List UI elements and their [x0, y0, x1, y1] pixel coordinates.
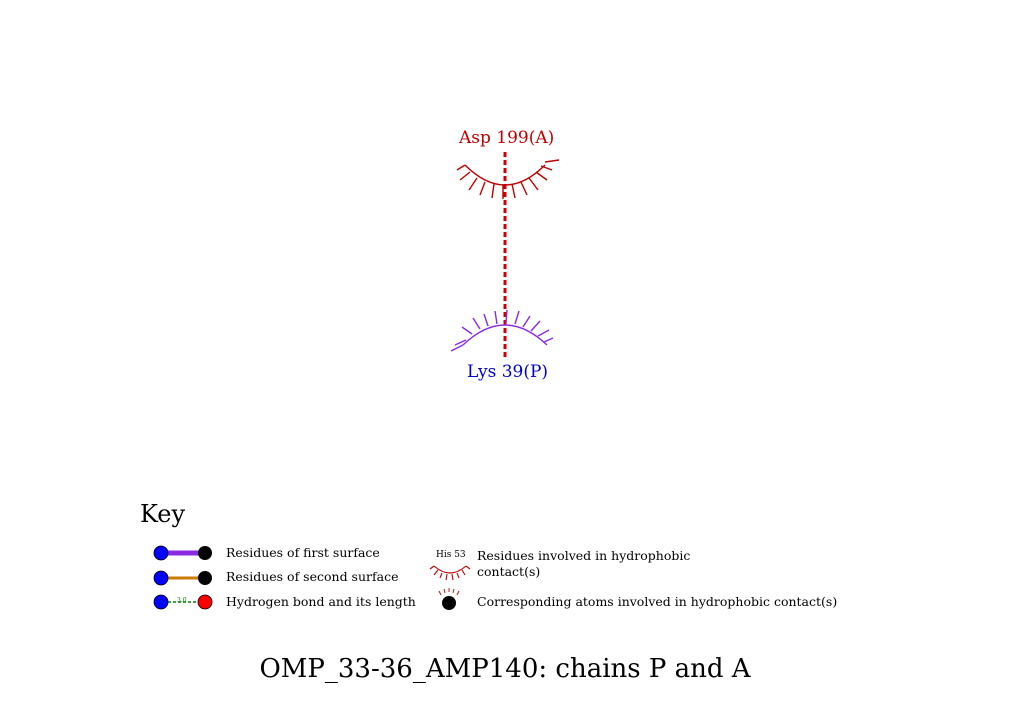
diagram-title: OMP_33-36_AMP140: chains P and A	[259, 654, 751, 684]
key-second-surface-label: Residues of second surface	[226, 569, 399, 584]
residue-label-lys39: Lys 39(P)	[467, 362, 549, 382]
key-hydrophobic-residues-line1: Residues involved in hydrophobic	[477, 548, 691, 563]
key-hydrophobic-atom-icon	[438, 588, 460, 610]
key-hydrophobic-atoms-label: Corresponding atoms involved in hydropho…	[477, 594, 838, 609]
key-first-surface-symbol	[153, 545, 212, 561]
key-hbond-symbol	[153, 594, 213, 610]
key-hydrophobic-arc-icon	[429, 565, 471, 581]
hydrophobic-arc-bottom	[450, 309, 554, 352]
key-hydrophobic-example-label: His 53	[436, 550, 466, 560]
atom-blue-icon	[153, 545, 169, 561]
key-hydrophobic-residues-line2: contact(s)	[477, 564, 541, 579]
key-hydrophobic-residues-label: Residues involved in hydrophobic contact…	[477, 548, 690, 580]
key-title: Key	[140, 500, 186, 528]
key-first-surface-label: Residues of first surface	[226, 545, 380, 560]
atom-blue-icon	[153, 570, 169, 586]
atom-blue-icon	[153, 594, 169, 610]
atom-black-icon	[198, 571, 212, 585]
hydrophobic-arc-top	[456, 159, 560, 199]
key-hbond-label: Hydrogen bond and its length	[226, 594, 416, 609]
atom-red-icon	[197, 594, 213, 610]
key-second-surface-symbol	[153, 570, 212, 586]
atom-black-icon	[198, 546, 212, 560]
residue-label-asp199: Asp 199(A)	[459, 128, 555, 148]
key-hbond-length-label: 3.0	[177, 597, 187, 604]
